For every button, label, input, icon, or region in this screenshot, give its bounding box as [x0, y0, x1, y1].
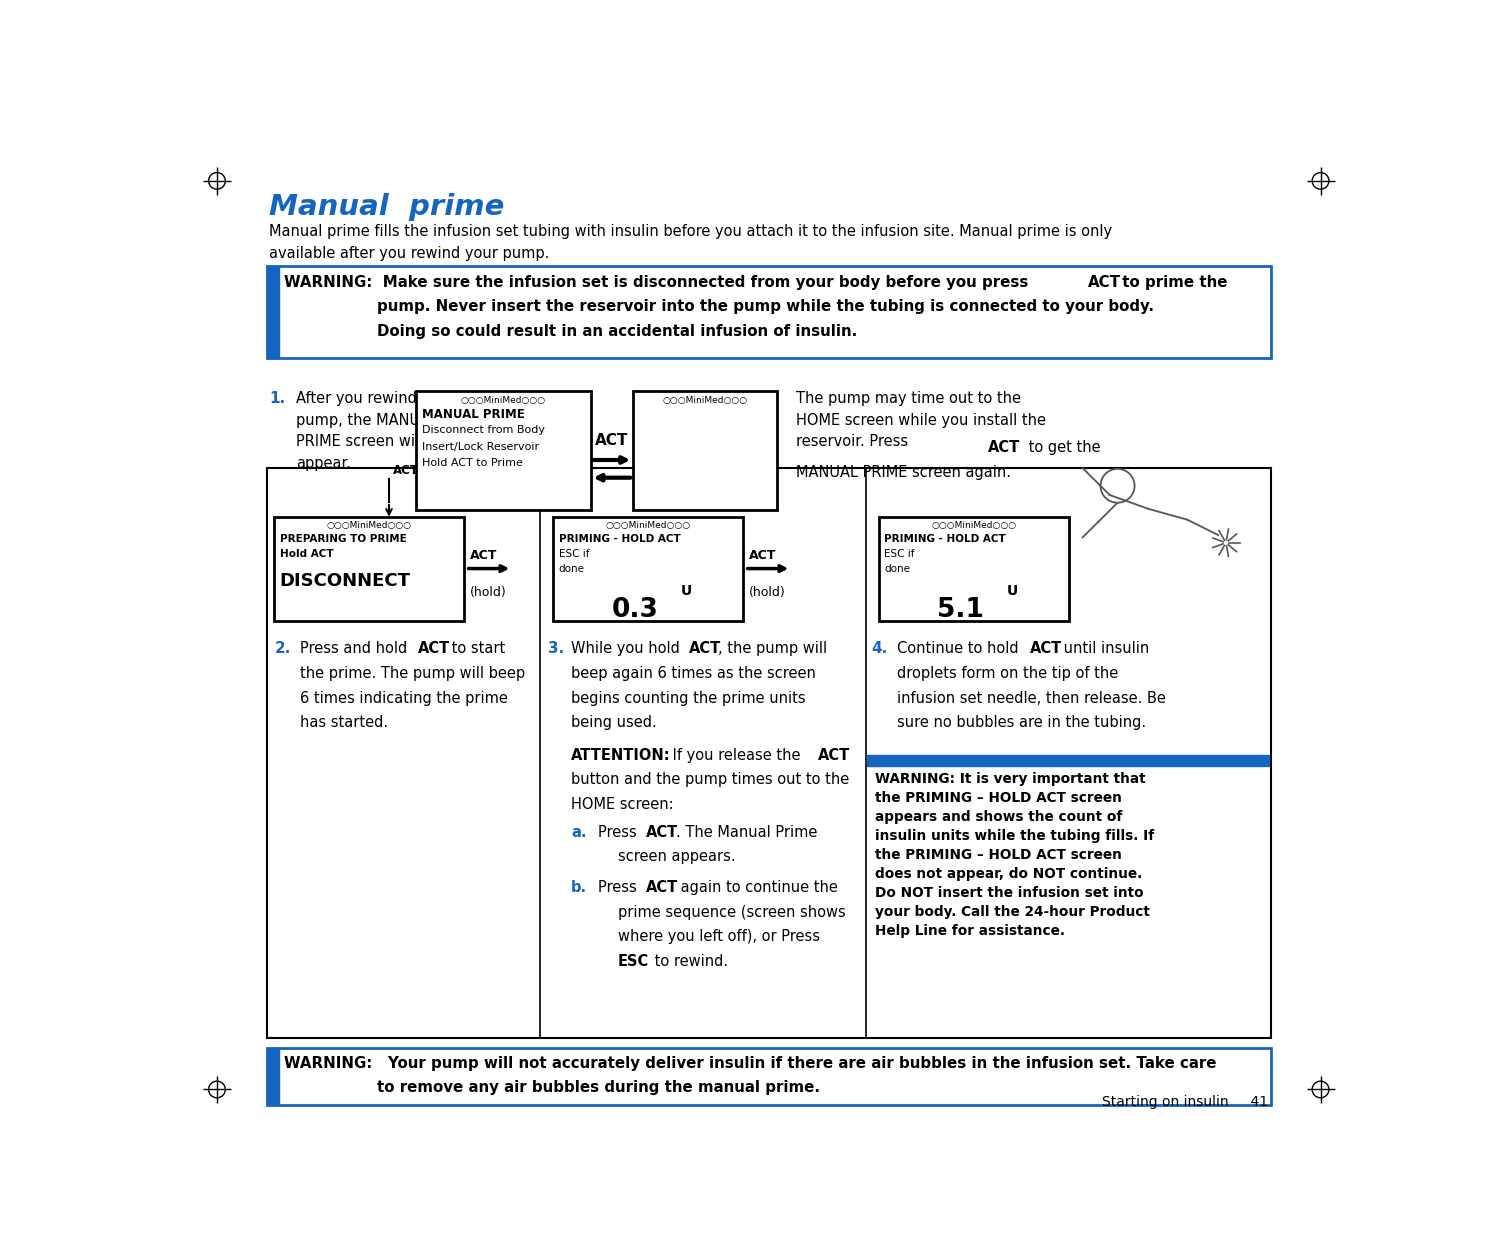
Text: Hold ACT: Hold ACT [279, 549, 333, 559]
FancyBboxPatch shape [867, 755, 1269, 1036]
Text: DISCONNECT: DISCONNECT [279, 572, 411, 590]
Text: PRIMING - HOLD ACT: PRIMING - HOLD ACT [884, 533, 1007, 543]
Text: to get the: to get the [1024, 440, 1101, 455]
FancyBboxPatch shape [267, 468, 1270, 1038]
Text: ACT: ACT [393, 464, 418, 478]
Text: ○○○MiniMed○○○: ○○○MiniMed○○○ [460, 396, 546, 405]
Text: Starting on insulin     41: Starting on insulin 41 [1102, 1096, 1269, 1110]
FancyBboxPatch shape [633, 391, 777, 510]
Text: button and the pump times out to the: button and the pump times out to the [572, 772, 849, 787]
Text: ACT: ACT [818, 748, 850, 763]
FancyBboxPatch shape [879, 517, 1068, 621]
Text: While you hold: While you hold [572, 641, 684, 656]
Text: . The Manual Prime: . The Manual Prime [675, 825, 818, 840]
FancyBboxPatch shape [416, 391, 591, 510]
Text: ATTENTION:: ATTENTION: [572, 748, 670, 763]
Text: 3.: 3. [548, 641, 564, 656]
Text: ESC if: ESC if [884, 549, 915, 559]
Text: U: U [1007, 585, 1019, 598]
Text: ESC: ESC [618, 954, 650, 969]
Text: Manual  prime: Manual prime [268, 194, 504, 221]
Text: ACT: ACT [1030, 641, 1062, 656]
Text: ESC if: ESC if [558, 549, 590, 559]
Text: begins counting the prime units: begins counting the prime units [572, 690, 806, 705]
Text: WARNING:   Your pump will not accurately deliver insulin if there are air bubble: WARNING: Your pump will not accurately d… [284, 1056, 1216, 1071]
Text: done: done [884, 564, 910, 574]
Text: ○○○MiniMed○○○: ○○○MiniMed○○○ [327, 522, 412, 530]
Text: droplets form on the tip of the: droplets form on the tip of the [897, 666, 1118, 681]
Text: the prime. The pump will beep: the prime. The pump will beep [300, 666, 525, 681]
Text: 5.1: 5.1 [938, 597, 984, 623]
Text: to prime the: to prime the [1116, 275, 1227, 290]
Text: Press: Press [598, 880, 642, 895]
Text: ACT: ACT [470, 549, 496, 562]
Text: (hold): (hold) [470, 586, 507, 598]
Text: WARNING: It is very important that
the PRIMING – HOLD ACT screen
appears and sho: WARNING: It is very important that the P… [874, 772, 1154, 938]
Text: ○○○MiniMed○○○: ○○○MiniMed○○○ [606, 522, 692, 530]
Text: has started.: has started. [300, 715, 388, 730]
Text: 0.3: 0.3 [612, 597, 658, 623]
Text: until insulin: until insulin [1059, 641, 1149, 656]
Text: PREPARING TO PRIME: PREPARING TO PRIME [279, 533, 406, 543]
Text: ACT: ACT [1088, 275, 1120, 290]
Text: beep again 6 times as the screen: beep again 6 times as the screen [572, 666, 816, 681]
Text: HOME screen:: HOME screen: [572, 797, 674, 812]
Bar [267, 265, 279, 358]
FancyBboxPatch shape [267, 1048, 1270, 1105]
Text: being used.: being used. [572, 715, 657, 730]
Text: Hold ACT to Prime: Hold ACT to Prime [422, 458, 522, 468]
Bar [867, 755, 1269, 766]
Text: pump. Never insert the reservoir into the pump while the tubing is connected to : pump. Never insert the reservoir into th… [376, 299, 1154, 314]
Text: Disconnect from Body: Disconnect from Body [422, 425, 544, 435]
Text: ACT: ACT [646, 825, 678, 840]
Text: b.: b. [572, 880, 588, 895]
Text: ACT: ACT [688, 641, 722, 656]
Text: (hold): (hold) [426, 464, 464, 478]
Text: Doing so could result in an accidental infusion of insulin.: Doing so could result in an accidental i… [376, 324, 856, 339]
Text: ACT: ACT [594, 434, 628, 449]
Text: to start: to start [447, 641, 506, 656]
Text: Continue to hold: Continue to hold [897, 641, 1023, 656]
Text: The pump may time out to the
HOME screen while you install the
reservoir. Press: The pump may time out to the HOME screen… [796, 391, 1046, 449]
Text: WARNING:  Make sure the infusion set is disconnected from your body before you p: WARNING: Make sure the infusion set is d… [284, 275, 1034, 290]
Text: MANUAL PRIME screen again.: MANUAL PRIME screen again. [796, 465, 1011, 480]
Text: If you release the: If you release the [668, 748, 806, 763]
FancyBboxPatch shape [267, 265, 1270, 358]
Text: again to continue the: again to continue the [675, 880, 837, 895]
Text: 1.: 1. [268, 391, 285, 406]
Text: done: done [558, 564, 585, 574]
Text: Insert/Lock Reservoir: Insert/Lock Reservoir [422, 441, 538, 451]
Text: ACT: ACT [417, 641, 450, 656]
Text: After you rewind your
pump, the MANUAL
PRIME screen will
appear.: After you rewind your pump, the MANUAL P… [296, 391, 454, 471]
Text: Manual prime fills the infusion set tubing with insulin before you attach it to : Manual prime fills the infusion set tubi… [268, 224, 1112, 260]
Text: prime sequence (screen shows: prime sequence (screen shows [618, 905, 846, 920]
Text: a.: a. [572, 825, 586, 840]
Text: where you left off), or Press: where you left off), or Press [618, 929, 819, 944]
FancyBboxPatch shape [554, 517, 742, 621]
Text: to remove any air bubbles during the manual prime.: to remove any air bubbles during the man… [376, 1080, 819, 1095]
Text: ACT: ACT [988, 440, 1020, 455]
Text: Press: Press [598, 825, 642, 840]
Text: sure no bubbles are in the tubing.: sure no bubbles are in the tubing. [897, 715, 1146, 730]
FancyBboxPatch shape [274, 517, 464, 621]
Text: 2.: 2. [274, 641, 291, 656]
Text: PRIMING - HOLD ACT: PRIMING - HOLD ACT [558, 533, 681, 543]
Text: U: U [681, 585, 693, 598]
Text: Press and hold: Press and hold [300, 641, 411, 656]
Text: 6 times indicating the prime: 6 times indicating the prime [300, 690, 507, 705]
Text: (hold): (hold) [748, 586, 786, 598]
Text: 4.: 4. [871, 641, 888, 656]
Text: infusion set needle, then release. Be: infusion set needle, then release. Be [897, 690, 1166, 705]
Bar [267, 1048, 279, 1105]
Text: ACT: ACT [646, 880, 678, 895]
Text: ○○○MiniMed○○○: ○○○MiniMed○○○ [663, 396, 747, 405]
Text: screen appears.: screen appears. [618, 850, 735, 865]
Text: MANUAL PRIME: MANUAL PRIME [422, 409, 525, 421]
Text: to rewind.: to rewind. [650, 954, 729, 969]
Text: ACT: ACT [748, 549, 776, 562]
Text: , the pump will: , the pump will [718, 641, 828, 656]
Text: ○○○MiniMed○○○: ○○○MiniMed○○○ [932, 522, 1017, 530]
